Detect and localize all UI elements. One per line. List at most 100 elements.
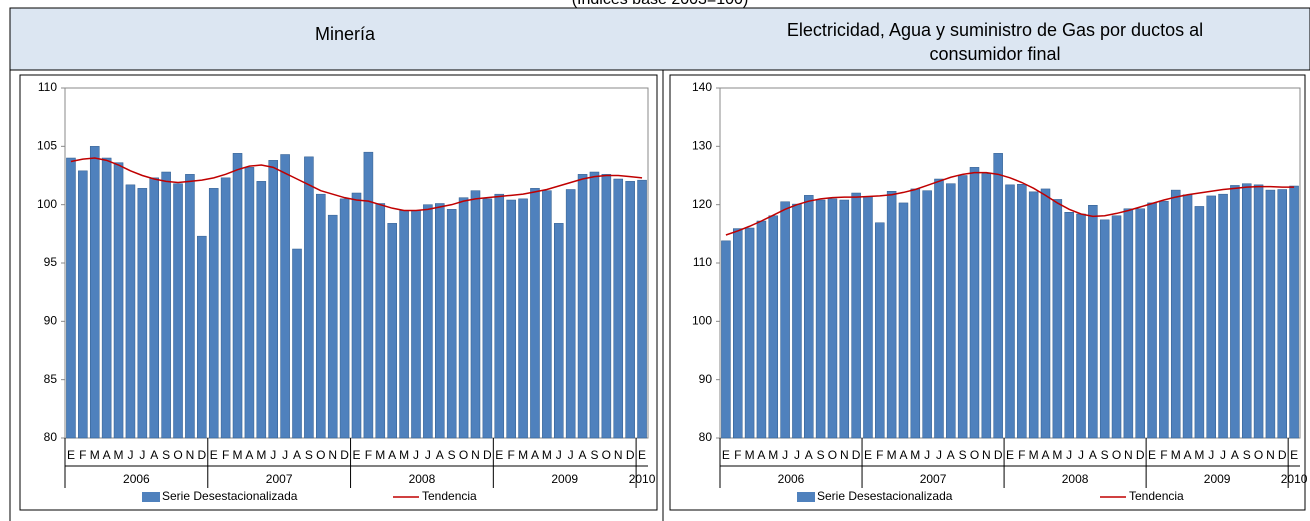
bar xyxy=(839,199,850,439)
bar xyxy=(316,193,326,439)
bar xyxy=(137,188,148,439)
year-label: 2009 xyxy=(1204,472,1231,486)
x-tick-label: O xyxy=(828,448,837,462)
x-tick-label: S xyxy=(1243,448,1251,462)
x-tick-label: E xyxy=(722,448,730,462)
y-tick-label: 80 xyxy=(44,430,58,444)
bar xyxy=(149,177,160,439)
x-tick-label: D xyxy=(852,448,861,462)
x-tick-label: O xyxy=(1112,448,1121,462)
x-tick-label: M xyxy=(745,448,755,462)
x-tick-label: J xyxy=(924,448,930,462)
bar xyxy=(637,179,647,439)
x-tick-label: J xyxy=(1220,448,1226,462)
bar xyxy=(1017,184,1027,439)
bar xyxy=(1099,219,1110,439)
bar xyxy=(1040,188,1051,439)
x-tick-label: O xyxy=(970,448,979,462)
trend-line xyxy=(70,157,643,212)
x-tick-label: E xyxy=(638,448,646,462)
x-tick-label: M xyxy=(887,448,897,462)
bar xyxy=(1111,215,1122,439)
x-tick-label: J xyxy=(794,448,800,462)
x-tick-label: J xyxy=(568,448,574,462)
bar xyxy=(589,171,600,439)
x-tick-label: M xyxy=(1029,448,1039,462)
x-tick-label: M xyxy=(233,448,243,462)
bar xyxy=(577,174,588,439)
bar xyxy=(292,248,302,439)
bar xyxy=(553,223,564,439)
x-tick-label: D xyxy=(197,448,206,462)
bar xyxy=(304,156,314,439)
x-tick-label: F xyxy=(365,448,372,462)
bar xyxy=(613,178,624,439)
panel-title: Electricidad, Agua y suministro de Gas p… xyxy=(786,20,1204,64)
year-label: 2007 xyxy=(920,472,947,486)
year-label: 2008 xyxy=(1062,472,1089,486)
bar xyxy=(280,154,290,439)
bar xyxy=(101,157,112,439)
bar xyxy=(387,223,397,439)
bar xyxy=(1265,189,1276,439)
x-tick-label: F xyxy=(876,448,883,462)
year-label: 2008 xyxy=(409,472,436,486)
x-tick-label: F xyxy=(1160,448,1167,462)
x-tick-label: S xyxy=(448,448,456,462)
x-tick-label: J xyxy=(425,448,431,462)
bar xyxy=(339,198,350,439)
bar xyxy=(530,188,540,439)
x-tick-label: A xyxy=(103,448,111,462)
x-tick-label: M xyxy=(910,448,920,462)
bar xyxy=(173,183,183,439)
bar xyxy=(1123,208,1134,439)
x-tick-label: J xyxy=(1066,448,1072,462)
bar xyxy=(898,202,909,439)
x-tick-label: M xyxy=(114,448,124,462)
bar xyxy=(934,178,944,439)
x-tick-label: N xyxy=(1266,448,1275,462)
x-tick-label: A xyxy=(899,448,907,462)
x-tick-label: D xyxy=(483,448,492,462)
bar xyxy=(161,171,171,439)
bar xyxy=(625,181,635,439)
bar xyxy=(244,167,255,439)
bar xyxy=(969,167,980,439)
x-tick-label: F xyxy=(1018,448,1025,462)
x-tick-label: N xyxy=(614,448,623,462)
x-tick-label: S xyxy=(162,448,170,462)
x-tick-label: N xyxy=(982,448,991,462)
x-tick-label: E xyxy=(210,448,218,462)
bar xyxy=(1170,189,1181,439)
bar xyxy=(1253,184,1264,439)
bar xyxy=(957,175,968,439)
x-tick-label: A xyxy=(531,448,539,462)
x-tick-label: S xyxy=(959,448,967,462)
legend-label: Tendencia xyxy=(422,489,477,503)
year-label: 2007 xyxy=(266,472,293,486)
x-tick-label: D xyxy=(1278,448,1287,462)
x-tick-label: S xyxy=(817,448,825,462)
x-tick-label: E xyxy=(1006,448,1014,462)
x-tick-label: D xyxy=(626,448,635,462)
bar xyxy=(89,146,100,439)
x-tick-label: E xyxy=(67,448,75,462)
x-tick-label: F xyxy=(508,448,515,462)
bar xyxy=(1088,205,1098,439)
x-tick-label: J xyxy=(139,448,145,462)
bar xyxy=(256,181,267,439)
x-tick-label: O xyxy=(602,448,611,462)
x-tick-label: D xyxy=(994,448,1003,462)
bar xyxy=(922,190,932,439)
bar xyxy=(78,170,88,439)
y-tick-label: 120 xyxy=(692,197,712,211)
x-tick-label: A xyxy=(388,448,396,462)
bar xyxy=(1005,184,1015,439)
x-tick-label: J xyxy=(413,448,419,462)
y-tick-label: 90 xyxy=(699,372,713,386)
x-tick-label: M xyxy=(1194,448,1204,462)
bar xyxy=(744,227,755,439)
bar xyxy=(268,160,278,439)
